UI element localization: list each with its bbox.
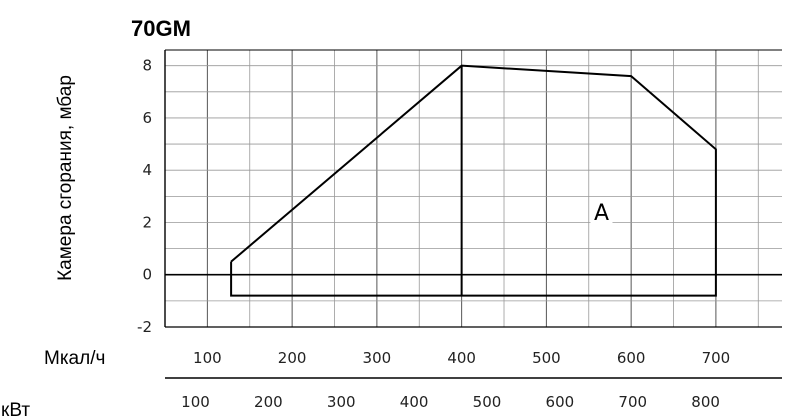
y-tick-label: 0: [142, 266, 152, 284]
grid: [164, 49, 782, 379]
x-primary-axis-title: Мкал/ч: [44, 348, 105, 369]
x-primary-tick-label: 500: [532, 349, 561, 367]
x-secondary-tick-label: 200: [254, 393, 283, 411]
x-primary-tick-label: 400: [447, 349, 476, 367]
x-primary-tick-labels: 100 200 300 400 500 600 700: [193, 349, 730, 367]
x-secondary-tick-label: 100: [181, 393, 210, 411]
x-secondary-tick-labels: 100 200 300 400 500 600 700 800: [181, 393, 720, 411]
x-primary-tick-label: 100: [193, 349, 222, 367]
x-primary-tick-label: 200: [278, 349, 307, 367]
chart-title: 70GM: [131, 16, 191, 41]
y-tick-label: 2: [142, 213, 152, 231]
x-secondary-tick-label: 300: [327, 393, 356, 411]
working-range-outline: [230, 64, 717, 297]
series-layer: [230, 64, 717, 297]
region-label: A: [594, 201, 609, 226]
x-secondary-axis-title: кВт: [1, 400, 30, 419]
annotation-background: [590, 199, 613, 226]
x-secondary-tick-label: 800: [691, 393, 720, 411]
x-primary-tick-label: 700: [702, 349, 731, 367]
x-secondary-tick-label: 400: [400, 393, 429, 411]
x-secondary-tick-label: 500: [473, 393, 502, 411]
y-axis-title: Камера сгорания, мбар: [55, 75, 76, 281]
x-secondary-tick-label: 700: [618, 393, 647, 411]
x-secondary-tick-label: 600: [546, 393, 575, 411]
annotations: A: [590, 199, 613, 226]
y-tick-label: 6: [142, 109, 152, 127]
x-primary-tick-label: 300: [363, 349, 392, 367]
y-tick-label: 8: [142, 57, 152, 75]
y-tick-label: -2: [137, 318, 152, 336]
x-primary-tick-label: 600: [617, 349, 646, 367]
y-tick-labels: -2 0 2 4 6 8: [137, 57, 152, 336]
y-tick-label: 4: [142, 161, 152, 179]
